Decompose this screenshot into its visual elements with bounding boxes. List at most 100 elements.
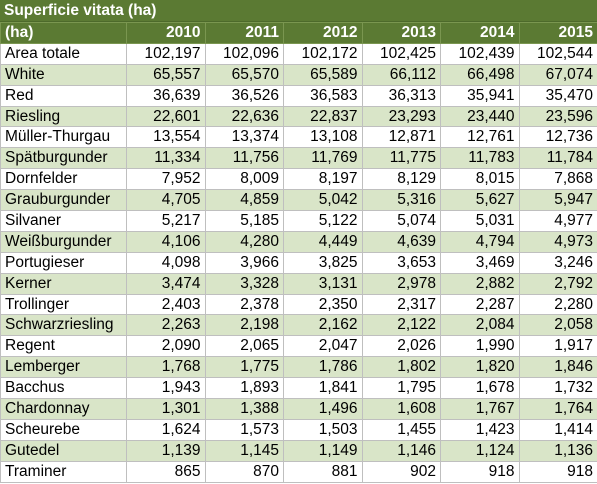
value-cell[interactable]: 1,503	[283, 418, 363, 441]
value-cell[interactable]: 1,943	[126, 377, 206, 400]
header-cell-year[interactable]: 2010	[126, 22, 206, 44]
header-cell-year[interactable]: 2012	[283, 22, 363, 44]
value-cell[interactable]: 3,469	[440, 251, 520, 274]
value-cell[interactable]: 11,784	[518, 147, 597, 170]
value-cell[interactable]: 1,917	[518, 335, 597, 358]
value-cell[interactable]: 3,474	[126, 272, 206, 295]
value-cell[interactable]: 1,678	[440, 377, 520, 400]
value-cell[interactable]: 102,172	[283, 42, 363, 65]
header-cell-year[interactable]: 2015	[518, 22, 597, 44]
value-cell[interactable]: 1,764	[518, 398, 597, 420]
value-cell[interactable]: 2,047	[283, 335, 363, 358]
value-cell[interactable]: 1,732	[518, 377, 597, 400]
value-cell[interactable]: 36,639	[126, 84, 206, 107]
value-cell[interactable]: 1,496	[283, 398, 363, 420]
row-label-cell[interactable]: White	[0, 63, 127, 86]
row-label-cell[interactable]: Gutedel	[0, 439, 127, 462]
value-cell[interactable]: 13,108	[283, 126, 363, 149]
value-cell[interactable]: 1,145	[204, 439, 284, 462]
value-cell[interactable]: 102,096	[204, 42, 284, 65]
value-cell[interactable]: 2,403	[126, 293, 206, 316]
value-cell[interactable]: 5,316	[361, 189, 441, 212]
row-label-cell[interactable]: Scheurebe	[0, 418, 127, 441]
value-cell[interactable]: 1,455	[361, 418, 441, 441]
value-cell[interactable]: 7,868	[518, 168, 597, 191]
value-cell[interactable]: 22,636	[204, 105, 284, 128]
value-cell[interactable]: 1,573	[204, 418, 284, 441]
value-cell[interactable]: 1,846	[518, 356, 597, 379]
value-cell[interactable]: 11,769	[283, 147, 363, 170]
value-cell[interactable]: 1,149	[283, 439, 363, 462]
value-cell[interactable]: 870	[204, 460, 284, 483]
value-cell[interactable]: 4,106	[126, 230, 206, 253]
value-cell[interactable]: 1,990	[440, 335, 520, 358]
value-cell[interactable]: 3,131	[283, 272, 363, 295]
value-cell[interactable]: 22,837	[283, 105, 363, 128]
value-cell[interactable]: 5,947	[518, 189, 597, 212]
value-cell[interactable]: 2,090	[126, 335, 206, 358]
value-cell[interactable]: 22,601	[126, 105, 206, 128]
value-cell[interactable]: 1,767	[440, 398, 520, 420]
row-label-cell[interactable]: Chardonnay	[0, 398, 127, 420]
value-cell[interactable]: 2,198	[204, 314, 284, 337]
value-cell[interactable]: 5,042	[283, 189, 363, 212]
value-cell[interactable]: 918	[440, 460, 520, 483]
value-cell[interactable]: 65,589	[283, 63, 363, 86]
value-cell[interactable]: 2,280	[518, 293, 597, 316]
value-cell[interactable]: 1,893	[204, 377, 284, 400]
value-cell[interactable]: 918	[518, 460, 597, 483]
value-cell[interactable]: 11,783	[440, 147, 520, 170]
value-cell[interactable]: 35,941	[440, 84, 520, 107]
value-cell[interactable]: 5,627	[440, 189, 520, 212]
value-cell[interactable]: 11,775	[361, 147, 441, 170]
value-cell[interactable]: 1,124	[440, 439, 520, 462]
value-cell[interactable]: 8,129	[361, 168, 441, 191]
value-cell[interactable]: 66,112	[361, 63, 441, 86]
value-cell[interactable]: 1,136	[518, 439, 597, 462]
value-cell[interactable]: 35,470	[518, 84, 597, 107]
value-cell[interactable]: 12,871	[361, 126, 441, 149]
value-cell[interactable]: 13,374	[204, 126, 284, 149]
row-label-cell[interactable]: Kerner	[0, 272, 127, 295]
value-cell[interactable]: 1,786	[283, 356, 363, 379]
value-cell[interactable]: 36,583	[283, 84, 363, 107]
value-cell[interactable]: 102,197	[126, 42, 206, 65]
sheet-title[interactable]: Superficie vitata (ha)	[0, 0, 597, 22]
value-cell[interactable]: 66,498	[440, 63, 520, 86]
value-cell[interactable]: 23,596	[518, 105, 597, 128]
value-cell[interactable]: 36,526	[204, 84, 284, 107]
value-cell[interactable]: 36,313	[361, 84, 441, 107]
value-cell[interactable]: 3,328	[204, 272, 284, 295]
value-cell[interactable]: 1,423	[440, 418, 520, 441]
header-cell-unit[interactable]: (ha)	[0, 22, 127, 44]
value-cell[interactable]: 5,185	[204, 210, 284, 232]
value-cell[interactable]: 1,820	[440, 356, 520, 379]
value-cell[interactable]: 2,026	[361, 335, 441, 358]
value-cell[interactable]: 65,557	[126, 63, 206, 86]
value-cell[interactable]: 1,608	[361, 398, 441, 420]
value-cell[interactable]: 4,859	[204, 189, 284, 212]
row-label-cell[interactable]: Spätburgunder	[0, 147, 127, 170]
value-cell[interactable]: 2,882	[440, 272, 520, 295]
value-cell[interactable]: 2,162	[283, 314, 363, 337]
row-label-cell[interactable]: Weißburgunder	[0, 230, 127, 253]
row-label-cell[interactable]: Red	[0, 84, 127, 107]
value-cell[interactable]: 2,287	[440, 293, 520, 316]
row-label-cell[interactable]: Area totale	[0, 42, 127, 65]
value-cell[interactable]: 8,009	[204, 168, 284, 191]
value-cell[interactable]: 1,841	[283, 377, 363, 400]
row-label-cell[interactable]: Silvaner	[0, 210, 127, 232]
value-cell[interactable]: 1,775	[204, 356, 284, 379]
value-cell[interactable]: 4,977	[518, 210, 597, 232]
value-cell[interactable]: 11,334	[126, 147, 206, 170]
row-label-cell[interactable]: Portugieser	[0, 251, 127, 274]
value-cell[interactable]: 2,122	[361, 314, 441, 337]
value-cell[interactable]: 881	[283, 460, 363, 483]
value-cell[interactable]: 13,554	[126, 126, 206, 149]
header-cell-year[interactable]: 2013	[361, 22, 441, 44]
row-label-cell[interactable]: Schwarzriesling	[0, 314, 127, 337]
row-label-cell[interactable]: Traminer	[0, 460, 127, 483]
row-label-cell[interactable]: Dornfelder	[0, 168, 127, 191]
value-cell[interactable]: 1,301	[126, 398, 206, 420]
value-cell[interactable]: 902	[361, 460, 441, 483]
